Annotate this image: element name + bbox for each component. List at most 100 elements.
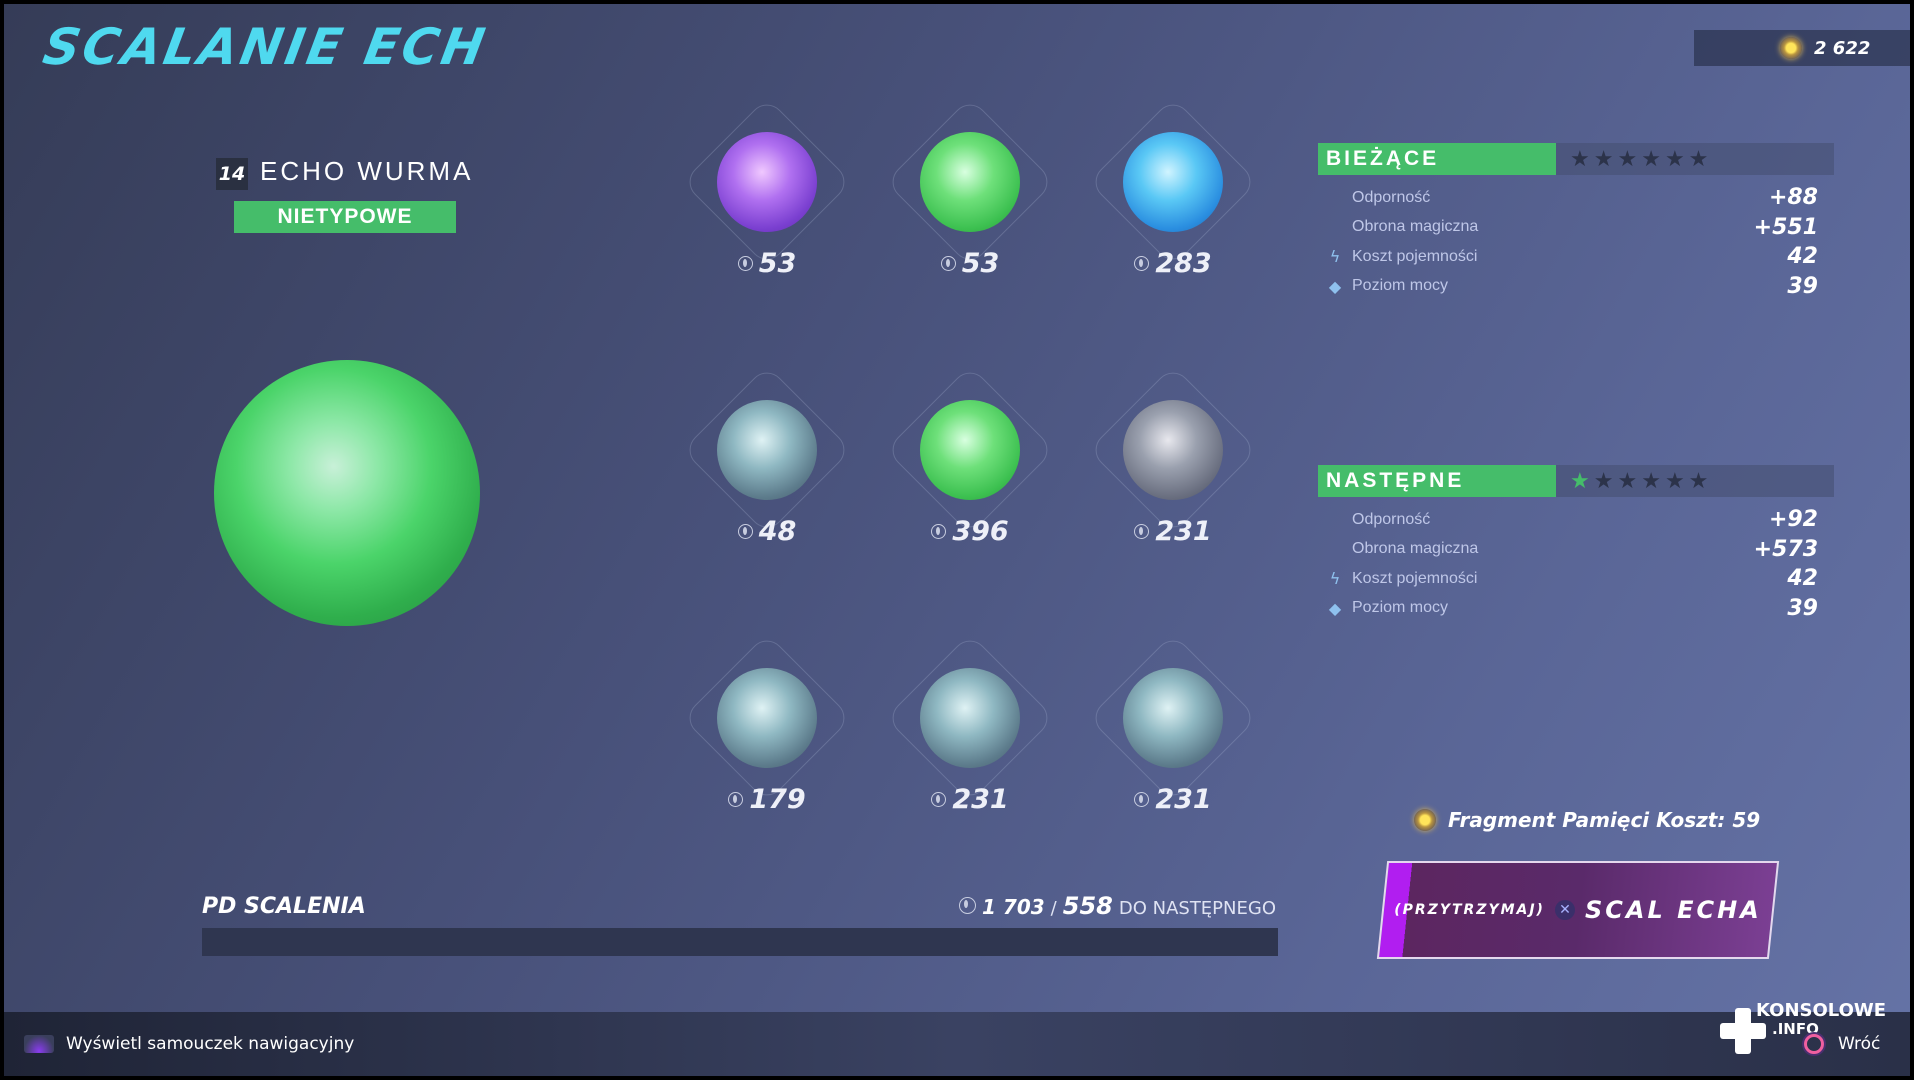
- echo-xp-icon: [1134, 792, 1150, 807]
- stat-row: Obrona magiczna +573: [1318, 535, 1834, 565]
- star-icon: ★: [1570, 468, 1590, 494]
- lightning-icon: ϟ: [1329, 569, 1341, 589]
- echo-xp-value: 231: [1155, 784, 1212, 815]
- star-icon: ★: [1570, 146, 1590, 172]
- stat-label: Odporność: [1352, 188, 1431, 206]
- rarity-badge: NIETYPOWE: [234, 201, 456, 233]
- echo-orb: [717, 400, 817, 500]
- stat-value: +573: [1753, 536, 1818, 562]
- echo-xp-value: 179: [749, 784, 806, 815]
- star-rating: ★ ★ ★ ★ ★ ★: [1556, 143, 1708, 175]
- currency-value: 2 622: [1814, 37, 1871, 59]
- echo-xp-icon: [931, 792, 947, 807]
- current-stats-title: BIEŻĄCE: [1318, 143, 1556, 175]
- echo-slot[interactable]: 231: [1088, 633, 1258, 858]
- star-icon: ★: [1593, 468, 1614, 494]
- stat-row: Odporność +88: [1318, 183, 1834, 213]
- stat-row: ϟ Koszt pojemności 42: [1318, 564, 1834, 594]
- fusion-xp-label: PD SCALENIA: [202, 894, 366, 919]
- stat-value: 39: [1787, 595, 1818, 621]
- footer-bar: [4, 1012, 1910, 1076]
- stat-label: Poziom mocy: [1352, 277, 1449, 295]
- echo-slot[interactable]: 179: [682, 633, 852, 858]
- echo-orb: [920, 668, 1020, 768]
- star-icon: ★: [1641, 146, 1661, 172]
- cross-button-icon: ✕: [1554, 900, 1575, 920]
- echo-xp-value: 283: [1155, 248, 1212, 279]
- current-stats-panel: BIEŻĄCE ★ ★ ★ ★ ★ ★ Odporność +88 Obrona magiczn…: [1318, 143, 1834, 301]
- stat-value: +92: [1768, 507, 1818, 533]
- fusion-xp-readout: 1 703 / 558 DO NASTĘPNEGO: [959, 892, 1276, 920]
- echo-xp-value: 231: [952, 784, 1009, 815]
- echo-xp-icon: [940, 256, 956, 271]
- stat-row: Obrona magiczna +551: [1318, 213, 1834, 243]
- echo-xp-icon: [931, 524, 947, 539]
- echo-orb: [717, 132, 817, 232]
- memory-fragment-coin-icon: [1780, 37, 1802, 59]
- star-icon: ★: [1664, 146, 1685, 172]
- hold-hint: (PRZYTRZYMAJ): [1394, 902, 1545, 918]
- echo-xp-icon: [1134, 256, 1150, 271]
- stat-label: Koszt pojemności: [1352, 569, 1478, 587]
- xp-suffix: DO NASTĘPNEGO: [1118, 898, 1276, 919]
- echo-slot[interactable]: 231: [1088, 365, 1258, 590]
- star-icon: ★: [1688, 146, 1709, 172]
- memory-fragment-coin-icon: [1414, 809, 1436, 831]
- fuse-label: SCAL ECHA: [1584, 896, 1762, 924]
- star-icon: ★: [1593, 146, 1614, 172]
- circle-button-icon: [1804, 1034, 1824, 1054]
- star-icon: ★: [1641, 468, 1661, 494]
- stat-label: Koszt pojemności: [1352, 247, 1478, 265]
- echo-xp-value: 53: [961, 248, 1000, 279]
- currency-display: 2 622: [1694, 30, 1910, 66]
- stat-value: 42: [1787, 566, 1818, 592]
- stat-value: 42: [1787, 244, 1818, 270]
- echo-orb: [1123, 400, 1223, 500]
- back-button[interactable]: Wróć: [1804, 1034, 1880, 1054]
- star-icon: ★: [1617, 468, 1638, 494]
- stat-label: Odporność: [1352, 510, 1431, 528]
- xp-current: 1 703: [982, 895, 1045, 919]
- echo-slot[interactable]: 53: [885, 97, 1055, 322]
- selected-echo-orb: [214, 360, 480, 626]
- stat-row: ϟ Koszt pojemności 42: [1318, 242, 1834, 272]
- xp-needed: 558: [1062, 892, 1113, 920]
- echo-xp-icon: [959, 897, 977, 914]
- echo-slot[interactable]: 396: [885, 365, 1055, 590]
- tutorial-hint[interactable]: Wyświetl samouczek nawigacyjny: [24, 1034, 354, 1054]
- stat-value: +88: [1768, 185, 1818, 211]
- power-diamond-icon: ◆: [1328, 598, 1342, 618]
- echo-orb: [920, 400, 1020, 500]
- echo-slot[interactable]: 283: [1088, 97, 1258, 322]
- echo-orb: [1123, 668, 1223, 768]
- next-stats-panel: NASTĘPNE ★ ★ ★ ★ ★ ★ Odporność +92 Obrona magicz…: [1318, 465, 1834, 623]
- echo-slot[interactable]: 48: [682, 365, 852, 590]
- stat-row: ◆ Poziom mocy 39: [1318, 594, 1834, 624]
- echo-orb: [920, 132, 1020, 232]
- echo-xp-value: 231: [1155, 516, 1212, 547]
- back-label: Wróć: [1838, 1034, 1881, 1054]
- echo-xp-value: 396: [952, 516, 1009, 547]
- star-icon: ★: [1617, 146, 1638, 172]
- echo-xp-value: 48: [758, 516, 797, 547]
- echo-fusion-screen: SCALANIE ECH 2 622 14 ECHO WURMA NIETYPO…: [4, 4, 1910, 1076]
- echo-xp-icon: [1134, 524, 1150, 539]
- fragment-cost-text: Fragment Pamięci Koszt: 59: [1448, 808, 1761, 832]
- echo-slot[interactable]: 53: [682, 97, 852, 322]
- xp-separator: /: [1050, 898, 1057, 919]
- fuse-echoes-button[interactable]: (PRZYTRZYMAJ) ✕ SCAL ECHA: [1376, 861, 1780, 959]
- echo-orb: [1123, 132, 1223, 232]
- fragment-cost: Fragment Pamięci Koszt: 59: [1414, 808, 1760, 832]
- echo-xp-icon: [728, 792, 744, 807]
- item-level-badge: 14: [216, 158, 248, 190]
- fusion-xp-progress-bar: [202, 928, 1278, 956]
- stat-label: Obrona magiczna: [1352, 540, 1479, 558]
- stat-label: Obrona magiczna: [1352, 218, 1479, 236]
- echo-slot[interactable]: 231: [885, 633, 1055, 858]
- stat-value: +551: [1753, 214, 1818, 240]
- stat-value: 39: [1787, 273, 1818, 299]
- echo-xp-value: 53: [758, 248, 797, 279]
- watermark-logo: KONSOLOWE .INFO: [1720, 1000, 1900, 1056]
- item-name: ECHO WURMA: [260, 156, 474, 186]
- touchpad-icon: [24, 1035, 54, 1053]
